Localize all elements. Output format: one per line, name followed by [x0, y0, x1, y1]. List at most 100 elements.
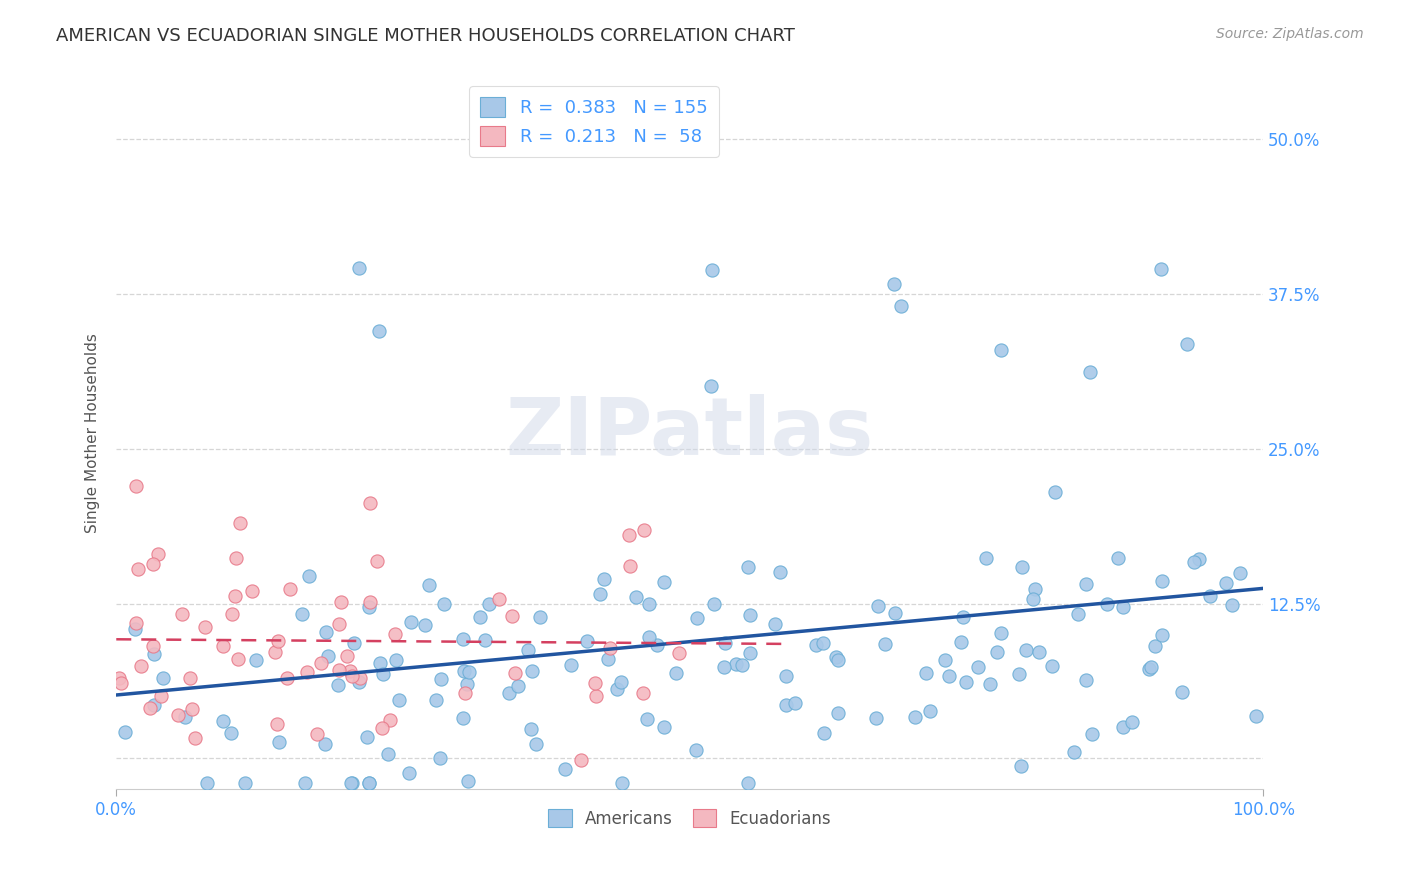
Point — [359, 496, 381, 510]
Point — [359, 776, 381, 790]
Point — [866, 599, 889, 614]
Point — [456, 677, 478, 691]
Point — [498, 686, 520, 700]
Point — [340, 669, 363, 683]
Point — [315, 625, 337, 640]
Point — [1246, 709, 1268, 723]
Point — [326, 678, 349, 692]
Point — [347, 674, 370, 689]
Point — [110, 676, 132, 690]
Point — [737, 776, 759, 790]
Point — [125, 616, 148, 631]
Point — [107, 671, 129, 685]
Point — [713, 660, 735, 674]
Point — [378, 714, 401, 728]
Point — [356, 731, 378, 745]
Point — [309, 656, 332, 670]
Point — [221, 607, 243, 621]
Point — [328, 616, 350, 631]
Point — [179, 671, 201, 685]
Point — [143, 647, 166, 661]
Point — [173, 709, 195, 723]
Point — [824, 650, 846, 665]
Point — [585, 689, 607, 703]
Point — [142, 639, 165, 653]
Point — [873, 637, 896, 651]
Point — [763, 616, 786, 631]
Point — [1095, 597, 1118, 611]
Point — [1081, 726, 1104, 740]
Point — [725, 657, 748, 672]
Point — [194, 620, 217, 634]
Point — [934, 653, 956, 667]
Point — [278, 582, 301, 596]
Point — [952, 610, 974, 624]
Point — [146, 547, 169, 561]
Point — [606, 682, 628, 697]
Point — [1028, 645, 1050, 659]
Point — [647, 638, 669, 652]
Point — [612, 776, 634, 790]
Point — [367, 324, 389, 338]
Point — [636, 712, 658, 726]
Point — [517, 643, 540, 657]
Point — [626, 590, 648, 604]
Point — [609, 674, 631, 689]
Point — [593, 136, 616, 151]
Point — [224, 589, 246, 603]
Point — [1171, 685, 1194, 699]
Point — [359, 595, 381, 609]
Point — [1067, 607, 1090, 621]
Point — [785, 696, 807, 710]
Point — [458, 665, 481, 679]
Point — [524, 737, 547, 751]
Point — [804, 638, 827, 652]
Point — [349, 672, 371, 686]
Point — [520, 664, 543, 678]
Point — [827, 706, 849, 720]
Point — [225, 550, 247, 565]
Point — [775, 698, 797, 713]
Text: ZIPatlas: ZIPatlas — [506, 394, 875, 473]
Point — [418, 577, 440, 591]
Point — [453, 664, 475, 678]
Point — [699, 378, 721, 392]
Point — [398, 765, 420, 780]
Point — [235, 776, 257, 790]
Point — [986, 645, 1008, 659]
Point — [738, 646, 761, 660]
Point — [488, 592, 510, 607]
Point — [1107, 550, 1129, 565]
Point — [276, 671, 298, 685]
Point — [339, 665, 361, 679]
Point — [1112, 600, 1135, 615]
Point — [139, 701, 162, 715]
Point — [520, 722, 543, 736]
Point — [366, 554, 388, 568]
Point — [1074, 673, 1097, 687]
Point — [125, 479, 148, 493]
Point — [211, 639, 233, 653]
Point — [1150, 628, 1173, 642]
Point — [454, 686, 477, 700]
Point — [294, 776, 316, 790]
Point — [266, 717, 288, 731]
Point — [1022, 591, 1045, 606]
Point — [370, 721, 392, 735]
Point — [298, 569, 321, 583]
Point — [1198, 589, 1220, 603]
Point — [1024, 582, 1046, 597]
Text: Source: ZipAtlas.com: Source: ZipAtlas.com — [1216, 27, 1364, 41]
Point — [918, 705, 941, 719]
Point — [554, 762, 576, 776]
Point — [127, 562, 149, 576]
Point — [685, 743, 707, 757]
Point — [811, 636, 834, 650]
Point — [468, 610, 491, 624]
Point — [295, 665, 318, 679]
Point — [1010, 759, 1032, 773]
Point — [212, 714, 235, 728]
Point — [529, 610, 551, 624]
Point — [1121, 715, 1143, 730]
Point — [503, 665, 526, 680]
